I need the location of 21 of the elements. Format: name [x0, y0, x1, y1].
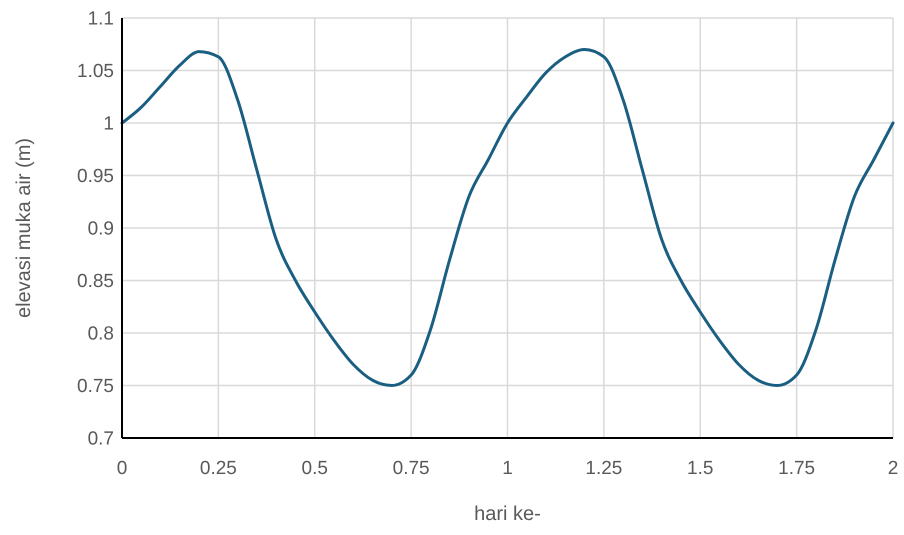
y-tick-label: 0.8: [88, 324, 114, 345]
y-tick-label: 1: [103, 114, 114, 135]
y-tick-label: 1.1: [88, 8, 114, 30]
x-tick-label: 1.25: [585, 458, 622, 479]
y-tick-label: 0.7: [88, 428, 114, 450]
line-series: [120, 48, 894, 387]
x-tick-label: 0.75: [392, 458, 430, 479]
y-tick-label: 0.75: [77, 376, 114, 398]
x-tick-label: 2: [888, 458, 898, 479]
y-tick-label: 0.95: [77, 166, 114, 188]
x-tick-label: 0.25: [200, 458, 237, 479]
x-axis-title: hari ke-: [474, 503, 541, 525]
x-tick-label: 1.5: [687, 458, 714, 479]
x-tick-label: 1.75: [778, 458, 816, 479]
y-tick-label: 0.9: [88, 218, 114, 240]
x-tick-label: 0: [116, 458, 128, 479]
y-tick-label: 0.85: [77, 271, 114, 292]
y-axis-title: elevasi muka air (m): [13, 138, 35, 318]
x-tick-label: 0.5: [302, 458, 328, 479]
y-tick-label: 1.05: [77, 61, 114, 82]
x-tick-label: 1: [502, 458, 513, 479]
